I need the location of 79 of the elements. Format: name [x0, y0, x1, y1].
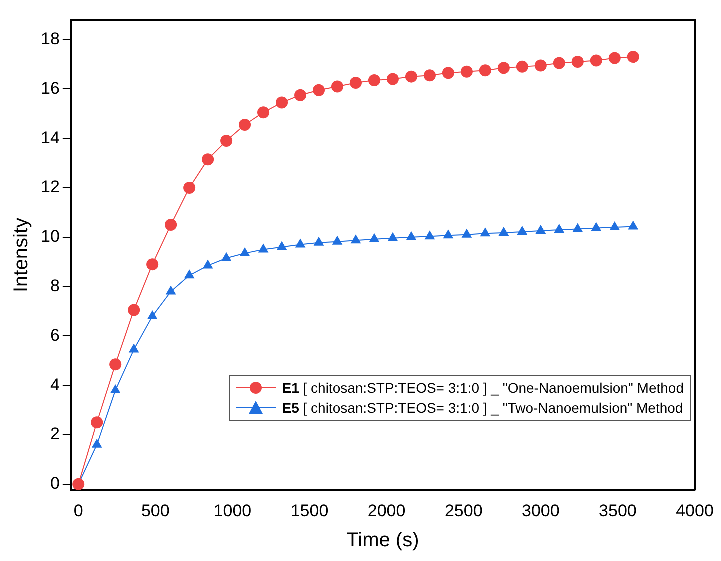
point [313, 84, 326, 96]
point [110, 384, 121, 394]
point [443, 230, 454, 239]
x-tick-label: 1500 [290, 501, 329, 520]
point [240, 247, 250, 256]
point [92, 438, 102, 448]
point [147, 310, 158, 320]
point [165, 219, 178, 232]
y-tick-label: 14 [40, 128, 60, 148]
point [202, 260, 214, 269]
y-tick-label: 10 [40, 227, 60, 246]
point [202, 154, 214, 166]
point [610, 222, 620, 231]
point [295, 238, 306, 248]
x-tick-label: 4000 [676, 501, 714, 520]
point [220, 135, 233, 148]
point [221, 252, 232, 262]
point [554, 224, 565, 233]
x-tick-label: 500 [141, 501, 170, 520]
point [350, 234, 362, 244]
point [258, 244, 269, 253]
point [627, 51, 640, 64]
y-tick-label: 18 [40, 29, 60, 48]
point [294, 89, 307, 102]
point [369, 233, 380, 242]
point [479, 64, 492, 77]
point [184, 182, 196, 194]
x-axis-title: Time (s) [346, 530, 420, 552]
x-tick-label: 2500 [444, 501, 483, 520]
point [498, 226, 510, 236]
point [628, 220, 639, 230]
point [128, 344, 140, 353]
y-tick-label: 6 [50, 326, 60, 345]
x-tick-label: 3000 [522, 501, 560, 520]
point [258, 106, 270, 119]
x-tick-label: 1000 [214, 501, 252, 520]
point [350, 76, 362, 89]
legend-label: E5 [ chitosan:STP:TEOS= 3:1:0 ] _ "Two-Nanoemulsion" Method [282, 400, 684, 416]
point [386, 73, 399, 86]
point [239, 118, 252, 131]
point [498, 62, 510, 74]
point [534, 60, 547, 72]
point [276, 241, 288, 250]
legend-label: E1 [ chitosan:STP:TEOS= 3:1:0 ] _ "One-Nanoemulsion" Method [282, 380, 684, 396]
y-tick-label: 12 [40, 178, 60, 197]
point [572, 56, 584, 68]
point [590, 54, 602, 67]
y-axis-title: Intensity [10, 218, 33, 293]
x-tick-label: 3500 [599, 501, 637, 520]
point [608, 52, 621, 64]
point [166, 286, 176, 295]
y-tick-label: 4 [50, 375, 60, 394]
point [405, 70, 418, 83]
point [331, 80, 344, 93]
point [424, 70, 436, 82]
point [424, 230, 436, 240]
point [480, 228, 491, 237]
y-tick-label: 16 [40, 78, 60, 98]
point [332, 236, 343, 245]
point [553, 57, 566, 70]
point [517, 226, 528, 235]
point [572, 223, 584, 232]
x-tick-label: 0 [74, 501, 84, 520]
point [591, 222, 602, 232]
point [460, 66, 473, 78]
point [276, 96, 288, 109]
point [462, 228, 472, 238]
point [536, 224, 546, 234]
point [388, 232, 398, 242]
point [406, 231, 417, 240]
y-tick-label: 2 [50, 424, 60, 444]
point [368, 74, 380, 87]
point [184, 270, 195, 279]
y-tick-label: 8 [50, 276, 60, 296]
point [516, 60, 528, 73]
point [314, 236, 324, 246]
y-tick-label: 0 [50, 474, 60, 494]
point [442, 67, 454, 80]
x-tick-label: 2000 [368, 501, 406, 520]
